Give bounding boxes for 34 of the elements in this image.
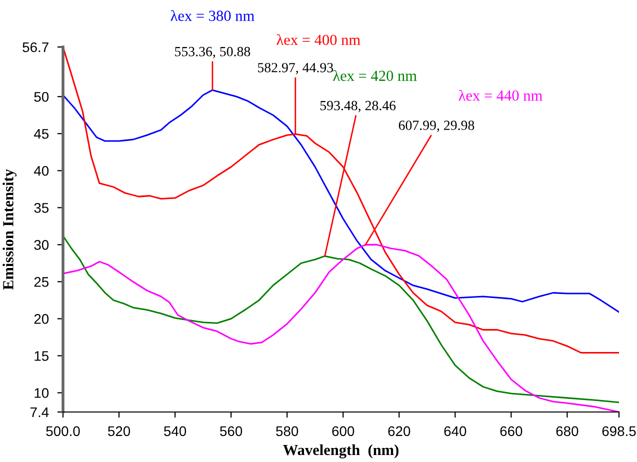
x-tick-label: 560 (220, 426, 242, 436)
annotation: 553.36, 50.88 (175, 46, 250, 58)
annotation: 593.48, 28.46 (320, 100, 396, 112)
y-tick-label: 20 (34, 314, 49, 324)
text: λex = 440 nm (458, 90, 542, 101)
y-tick-label: 40 (34, 166, 49, 176)
annotation: 582.97, 44.93 (258, 62, 334, 74)
line-series (63, 89, 619, 313)
y-tick-label: 56.7 (22, 42, 48, 52)
x-tick-label: 500.0 (46, 426, 80, 436)
text: λex = 420 nm (333, 70, 417, 81)
x-tick-label: 580 (276, 426, 298, 436)
x-tick-label: 698.5 (602, 426, 636, 436)
annotation: 607.99, 29.98 (398, 120, 474, 132)
y-tick-label: 7.4 (30, 407, 49, 418)
x-tick-label: 600 (332, 426, 354, 436)
y-tick-label: 50 (34, 92, 49, 102)
x-tick-label: 520 (108, 426, 130, 436)
y-tick-label: 35 (34, 202, 49, 213)
y-tick-label: 30 (34, 240, 49, 250)
y-tick-label: 10 (34, 388, 49, 398)
text: λex = 380 nm (170, 10, 254, 21)
x-axis-title: Wavelength (nm) (283, 444, 398, 458)
x-tick-label: 640 (444, 426, 466, 436)
line-series (63, 47, 619, 354)
text: λex = 400 nm (276, 34, 360, 46)
y-axis-title: Emission Intensity (2, 169, 17, 290)
x-tick-label: 540 (164, 426, 186, 436)
y-tick-label: 15 (34, 351, 49, 361)
x-tick-label: 680 (556, 426, 578, 436)
y-tick-label: 45 (34, 129, 49, 139)
x-tick-label: 660 (500, 426, 522, 436)
x-tick-label: 620 (388, 426, 410, 436)
y-tick-label: 25 (34, 277, 49, 287)
